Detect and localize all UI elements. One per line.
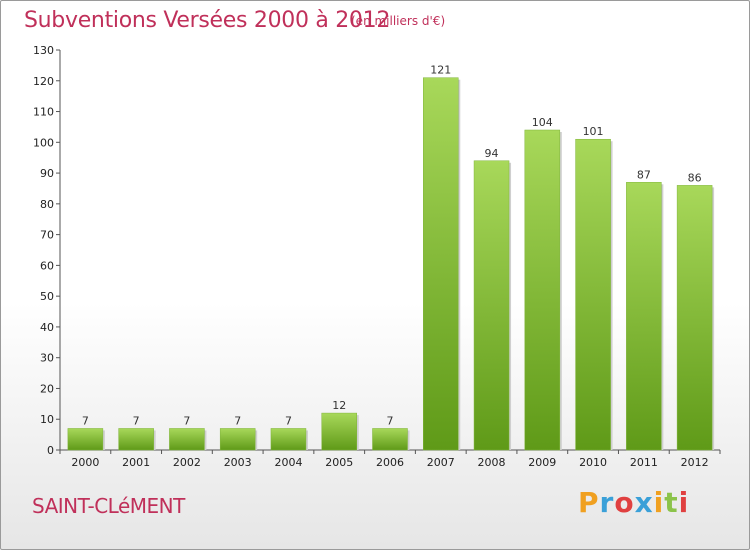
x-tick-label: 2009: [528, 456, 556, 469]
logo-letter: P: [578, 486, 600, 519]
y-tick-label: 100: [33, 136, 54, 149]
x-tick-label: 2005: [325, 456, 353, 469]
data-label: 104: [532, 116, 553, 129]
bar: [169, 428, 205, 451]
logo-letter: i: [653, 486, 665, 519]
x-tick-label: 2006: [376, 456, 404, 469]
x-tick-label: 2008: [478, 456, 506, 469]
bar: [626, 182, 662, 451]
x-tick-label: 2007: [427, 456, 455, 469]
proxiti-logo: Proxiti: [578, 486, 689, 519]
x-tick-label: 2010: [579, 456, 607, 469]
data-label: 12: [332, 399, 346, 412]
y-tick-label: 0: [47, 444, 54, 457]
y-tick-label: 50: [40, 290, 54, 303]
chart-subtitle: (en milliers d'€): [351, 14, 446, 28]
bar: [575, 138, 611, 451]
y-tick-label: 70: [40, 229, 54, 242]
x-tick-label: 2000: [71, 456, 99, 469]
bar: [473, 160, 510, 451]
logo-letter: x: [634, 486, 654, 519]
data-label: 7: [234, 414, 241, 427]
bar: [219, 428, 256, 451]
data-label: 7: [183, 414, 190, 427]
y-tick-label: 20: [40, 382, 54, 395]
y-tick-label: 120: [33, 75, 54, 88]
bar: [67, 428, 104, 451]
data-label: 7: [133, 414, 140, 427]
x-tick-label: 2011: [630, 456, 658, 469]
bar: [524, 129, 561, 451]
data-label: 7: [285, 414, 292, 427]
bar: [118, 428, 154, 451]
x-tick-label: 2004: [274, 456, 302, 469]
x-tick-label: 2012: [681, 456, 709, 469]
bar: [676, 185, 713, 451]
y-tick-label: 40: [40, 321, 54, 334]
commune-name: SAINT-CLéMENT: [32, 494, 185, 518]
data-label: 7: [82, 414, 89, 427]
logo-letter: i: [678, 486, 690, 519]
bar: [321, 412, 357, 451]
data-label: 121: [430, 64, 451, 77]
data-label: 87: [637, 168, 651, 181]
y-tick-label: 90: [40, 167, 54, 180]
y-tick-label: 30: [40, 352, 54, 365]
data-label: 86: [688, 171, 702, 184]
bar: [372, 428, 408, 451]
logo-letter: o: [614, 486, 635, 519]
y-tick-label: 10: [40, 413, 54, 426]
chart-title: Subventions Versées 2000 à 2012: [24, 8, 391, 33]
y-tick-label: 60: [40, 259, 54, 272]
logo-letter: t: [664, 486, 679, 519]
data-label: 94: [485, 147, 499, 160]
y-tick-label: 130: [33, 44, 54, 57]
x-tick-label: 2001: [122, 456, 150, 469]
logo-letter: r: [599, 486, 615, 519]
data-label: 101: [583, 125, 604, 138]
bar: [270, 428, 307, 451]
x-tick-label: 2003: [224, 456, 252, 469]
y-tick-label: 80: [40, 198, 54, 211]
data-label: 7: [387, 414, 394, 427]
y-tick-label: 110: [33, 106, 54, 119]
x-tick-label: 2002: [173, 456, 201, 469]
bar: [423, 77, 459, 451]
